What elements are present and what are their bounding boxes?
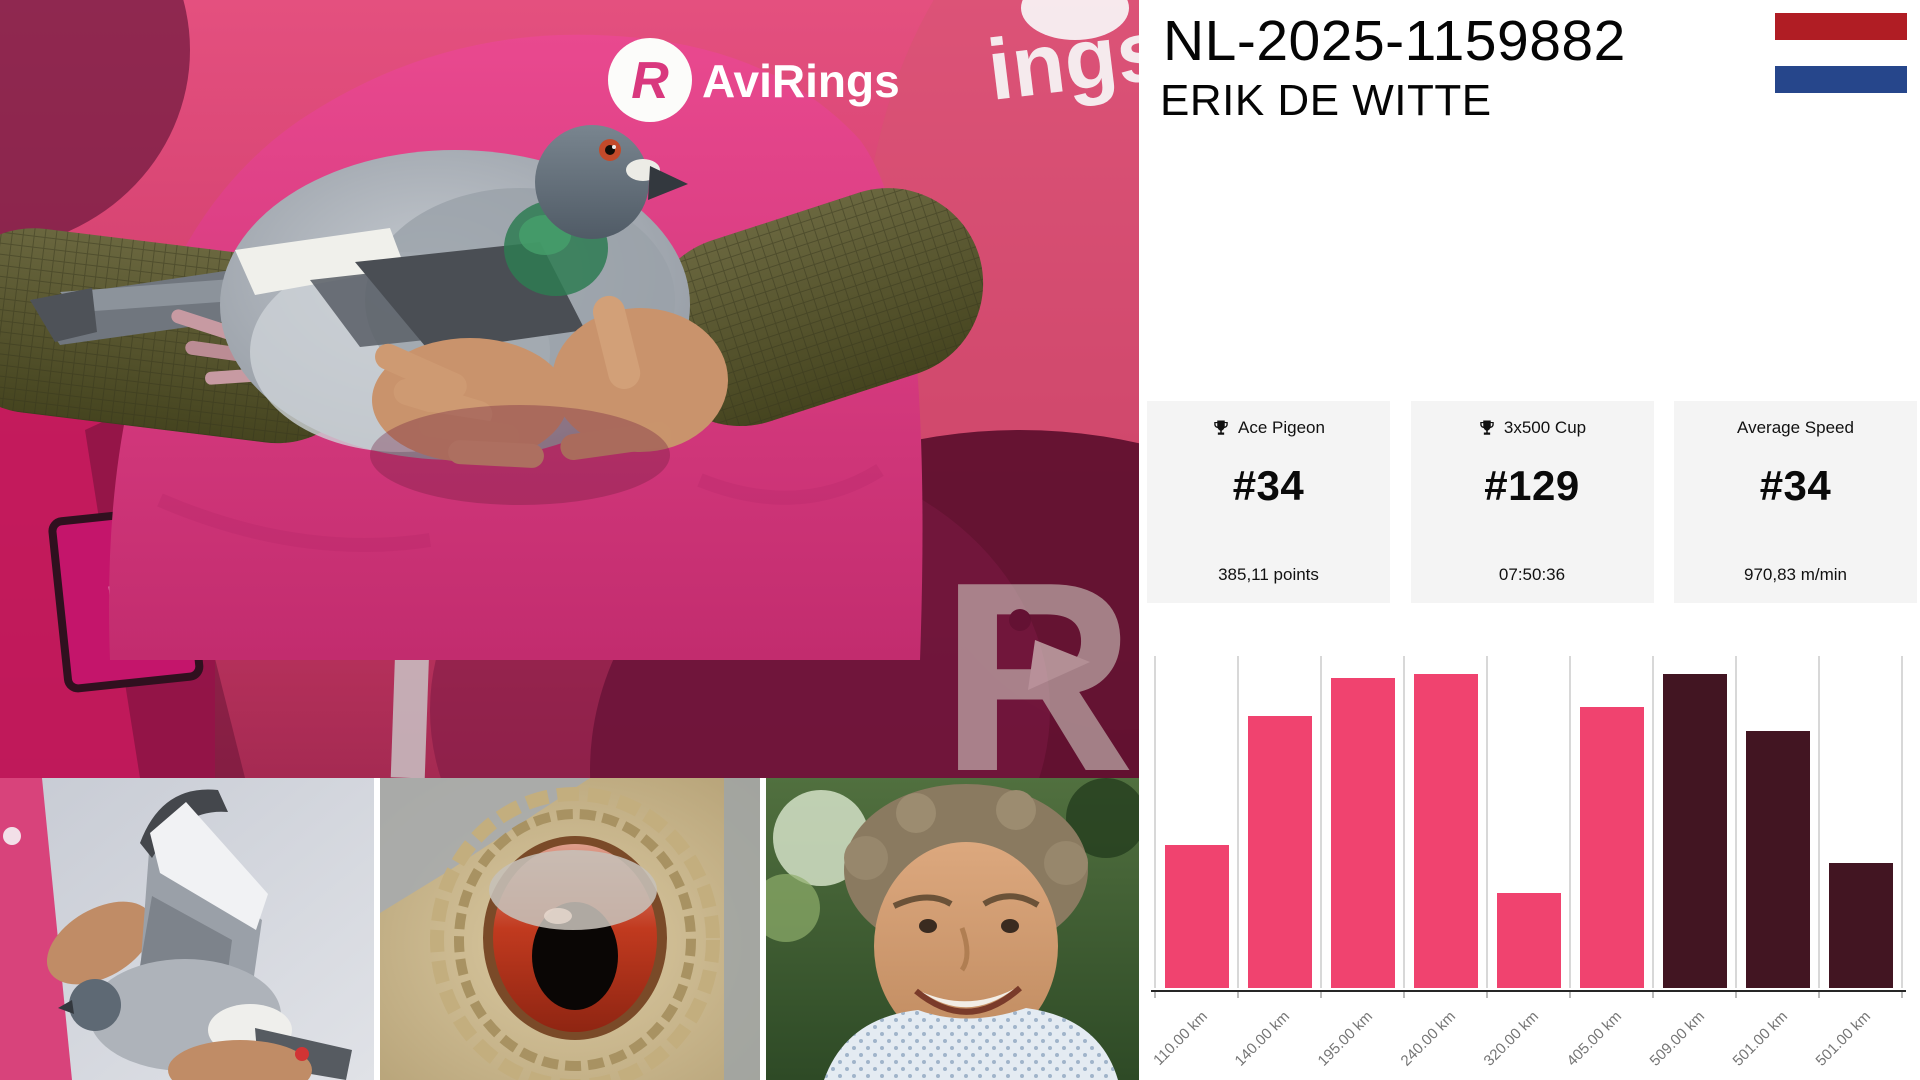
stat-card-average-speed: Average Speed #34 970,83 m/min [1674, 401, 1917, 603]
hands-illustration [370, 295, 728, 505]
stat-rank: #129 [1484, 462, 1580, 509]
chart-axis-tick [1486, 992, 1488, 998]
chart-gridline [1154, 656, 1156, 988]
photo-main-illustration: R R AviRings ings [0, 0, 1139, 778]
svg-text:R: R [631, 52, 669, 110]
photo-thumb-pigeon-wing[interactable] [0, 778, 374, 1080]
owner-name: ERIK DE WITTE [1160, 76, 1492, 125]
race-distance-bar-chart: 110.00 km 140.00 km 195.00 km 240.00 km 320.… [1147, 646, 1917, 1076]
ring-id-title: NL-2025-1159882 [1163, 9, 1626, 73]
chart-x-tick-label: 509.00 km [1646, 1008, 1709, 1070]
stat-card-3x500-cup: 3x500 Cup #129 07:50:36 [1410, 401, 1654, 603]
chart-bar-24000km [1413, 674, 1478, 988]
chart-bar-14000km [1247, 716, 1312, 988]
chart-x-tick-label: 240.00 km [1397, 1008, 1460, 1070]
chart-axis-tick [1403, 992, 1405, 998]
chart-axis-tick [1154, 992, 1156, 998]
chart-x-tick-label: 110.00 km [1149, 1008, 1211, 1069]
chart-x-tick-label: 501.00 km [1729, 1008, 1792, 1070]
chart-bar-50900km [1662, 674, 1727, 988]
chart-axis-tick [1320, 992, 1322, 998]
svg-text:AviRings: AviRings [702, 55, 900, 107]
chart-axis-tick [1901, 992, 1903, 998]
chart-x-tick-label: 140.00 km [1231, 1008, 1294, 1070]
chart-gridline [1818, 656, 1820, 988]
chart-x-tick-label: 501.00 km [1812, 1008, 1875, 1070]
flag-band-red [1775, 13, 1907, 40]
chart-x-tick-label: 405.00 km [1563, 1008, 1626, 1070]
stat-detail: 385,11 points [1218, 565, 1319, 584]
netherlands-flag-icon [1775, 13, 1907, 94]
chart-bar-11000km [1164, 845, 1229, 988]
chart-axis-tick [1569, 992, 1571, 998]
chart-bar-50100km [1828, 863, 1893, 988]
flag-band-blue [1775, 66, 1907, 94]
photo-thumb-fancier-portrait[interactable] [766, 778, 1139, 1080]
chart-axis-tick [1652, 992, 1654, 998]
photo-main-fancier-holding-pigeon: R R AviRings ings [0, 0, 1139, 778]
photo-eye-illustration [380, 778, 760, 1080]
info-panel: NL-2025-1159882 ERIK DE WITTE Ace Pigeon… [1139, 0, 1920, 1080]
chart-bar-50100km [1745, 731, 1810, 988]
chart-gridline [1652, 656, 1654, 988]
photo-wing-illustration [0, 778, 374, 1080]
stat-card-ace-pigeon: Ace Pigeon #34 385,11 points [1147, 401, 1390, 603]
chart-x-axis-labels: 110.00 km 140.00 km 195.00 km 240.00 km 320.… [1150, 1000, 1902, 1076]
avirings-logo: R AviRings [608, 38, 900, 122]
chart-bar-32000km [1496, 893, 1561, 988]
photo-portrait-illustration [766, 778, 1139, 1080]
trophy-icon [1214, 420, 1228, 435]
stat-label: Average Speed [1737, 418, 1854, 437]
chart-axis-tick [1735, 992, 1737, 998]
chart-bar-40500km [1579, 707, 1644, 988]
chart-axis-tick [1818, 992, 1820, 998]
chart-gridline [1486, 656, 1488, 988]
photo-thumb-pigeon-eye[interactable] [380, 778, 760, 1080]
chart-gridline [1901, 656, 1903, 988]
chart-gridline [1403, 656, 1405, 988]
stat-rank: #34 [1232, 462, 1305, 509]
chart-x-axis-line [1151, 990, 1906, 992]
stat-detail: 07:50:36 [1498, 565, 1566, 584]
stat-detail: 970,83 m/min [1744, 565, 1847, 584]
chart-gridline [1735, 656, 1737, 988]
chart-gridline [1320, 656, 1322, 988]
chart-axis-tick [1237, 992, 1239, 998]
stat-label: Ace Pigeon [1238, 418, 1325, 437]
chart-gridline [1569, 656, 1571, 988]
trophy-icon [1480, 420, 1494, 435]
chart-x-tick-label: 195.00 km [1314, 1008, 1377, 1070]
chart-x-tick-label: 320.00 km [1480, 1008, 1543, 1070]
stat-cards: Ace Pigeon #34 385,11 points 3x500 Cup #… [1147, 401, 1917, 603]
flag-band-white [1775, 39, 1907, 67]
stat-label: 3x500 Cup [1503, 418, 1587, 437]
stat-rank: #34 [1759, 462, 1832, 509]
backdrop-partial-brand-text: ings [983, 2, 1139, 119]
avirings-logo-circle-icon [608, 38, 692, 122]
chart-bar-19500km [1330, 678, 1395, 988]
chart-gridline [1237, 656, 1239, 988]
chart-plot-area [1154, 656, 1903, 988]
backdrop-bird-logo: R [940, 527, 1135, 778]
